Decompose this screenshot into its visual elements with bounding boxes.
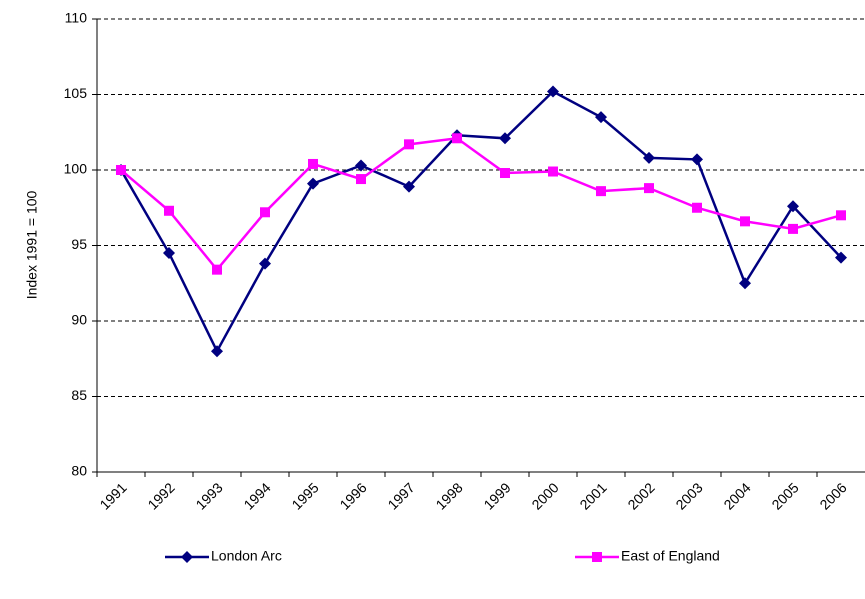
y-tick-label: 105 (64, 85, 88, 101)
x-tick-label: 2004 (720, 479, 753, 512)
x-tick-label: 1993 (192, 479, 225, 512)
y-tick-label: 85 (71, 387, 87, 403)
data-point (548, 166, 558, 177)
data-point (403, 180, 415, 193)
x-tick-label: 2002 (624, 479, 657, 512)
x-tick-label: 2005 (768, 479, 801, 512)
data-point (547, 85, 559, 98)
data-point (499, 132, 511, 145)
data-point (355, 159, 367, 172)
y-tick-label: 110 (65, 10, 88, 26)
x-tick-label: 2003 (672, 479, 705, 512)
data-point (212, 264, 222, 275)
y-axis-label: Index 1991 = 100 (24, 190, 40, 299)
y-tick-label: 90 (71, 312, 87, 328)
data-point (740, 216, 750, 227)
legend-marker (592, 552, 602, 562)
data-point (260, 207, 270, 218)
data-point (739, 277, 751, 290)
data-point (595, 111, 607, 124)
x-tick-label: 2001 (576, 479, 609, 512)
data-point (500, 168, 510, 179)
data-point (259, 257, 271, 270)
y-tick-label: 80 (71, 463, 87, 479)
x-tick-label: 1991 (96, 479, 129, 512)
data-point (211, 345, 223, 358)
data-point (788, 223, 798, 234)
data-point (163, 247, 175, 260)
x-tick-label: 1995 (288, 479, 321, 512)
data-point (835, 251, 847, 264)
legend-label: East of England (621, 548, 720, 564)
data-point (452, 133, 462, 144)
x-tick-label: 1992 (144, 479, 177, 512)
series-line (120, 136, 842, 272)
data-point (356, 174, 366, 185)
data-point (596, 186, 606, 197)
x-tick-label: 1998 (432, 479, 465, 512)
series-line (119, 89, 842, 354)
data-point (116, 165, 126, 175)
data-point (643, 151, 655, 164)
data-point (307, 177, 319, 190)
data-point (691, 153, 703, 166)
data-point (787, 200, 799, 213)
x-tick-label: 1997 (384, 479, 417, 512)
data-point (308, 158, 318, 169)
x-tick-label: 2006 (816, 479, 849, 512)
x-tick-label: 1999 (480, 479, 513, 512)
y-tick-label: 100 (64, 161, 88, 177)
legend-marker (181, 551, 193, 563)
data-point (836, 210, 846, 221)
y-tick-label: 95 (71, 236, 87, 252)
data-point (692, 202, 702, 213)
data-point (404, 139, 414, 150)
x-tick-label: 2000 (528, 479, 561, 512)
x-tick-label: 1994 (240, 479, 273, 512)
legend-label: London Arc (211, 548, 282, 564)
data-point (164, 205, 174, 216)
data-point (644, 183, 654, 194)
x-tick-label: 1996 (336, 479, 369, 512)
